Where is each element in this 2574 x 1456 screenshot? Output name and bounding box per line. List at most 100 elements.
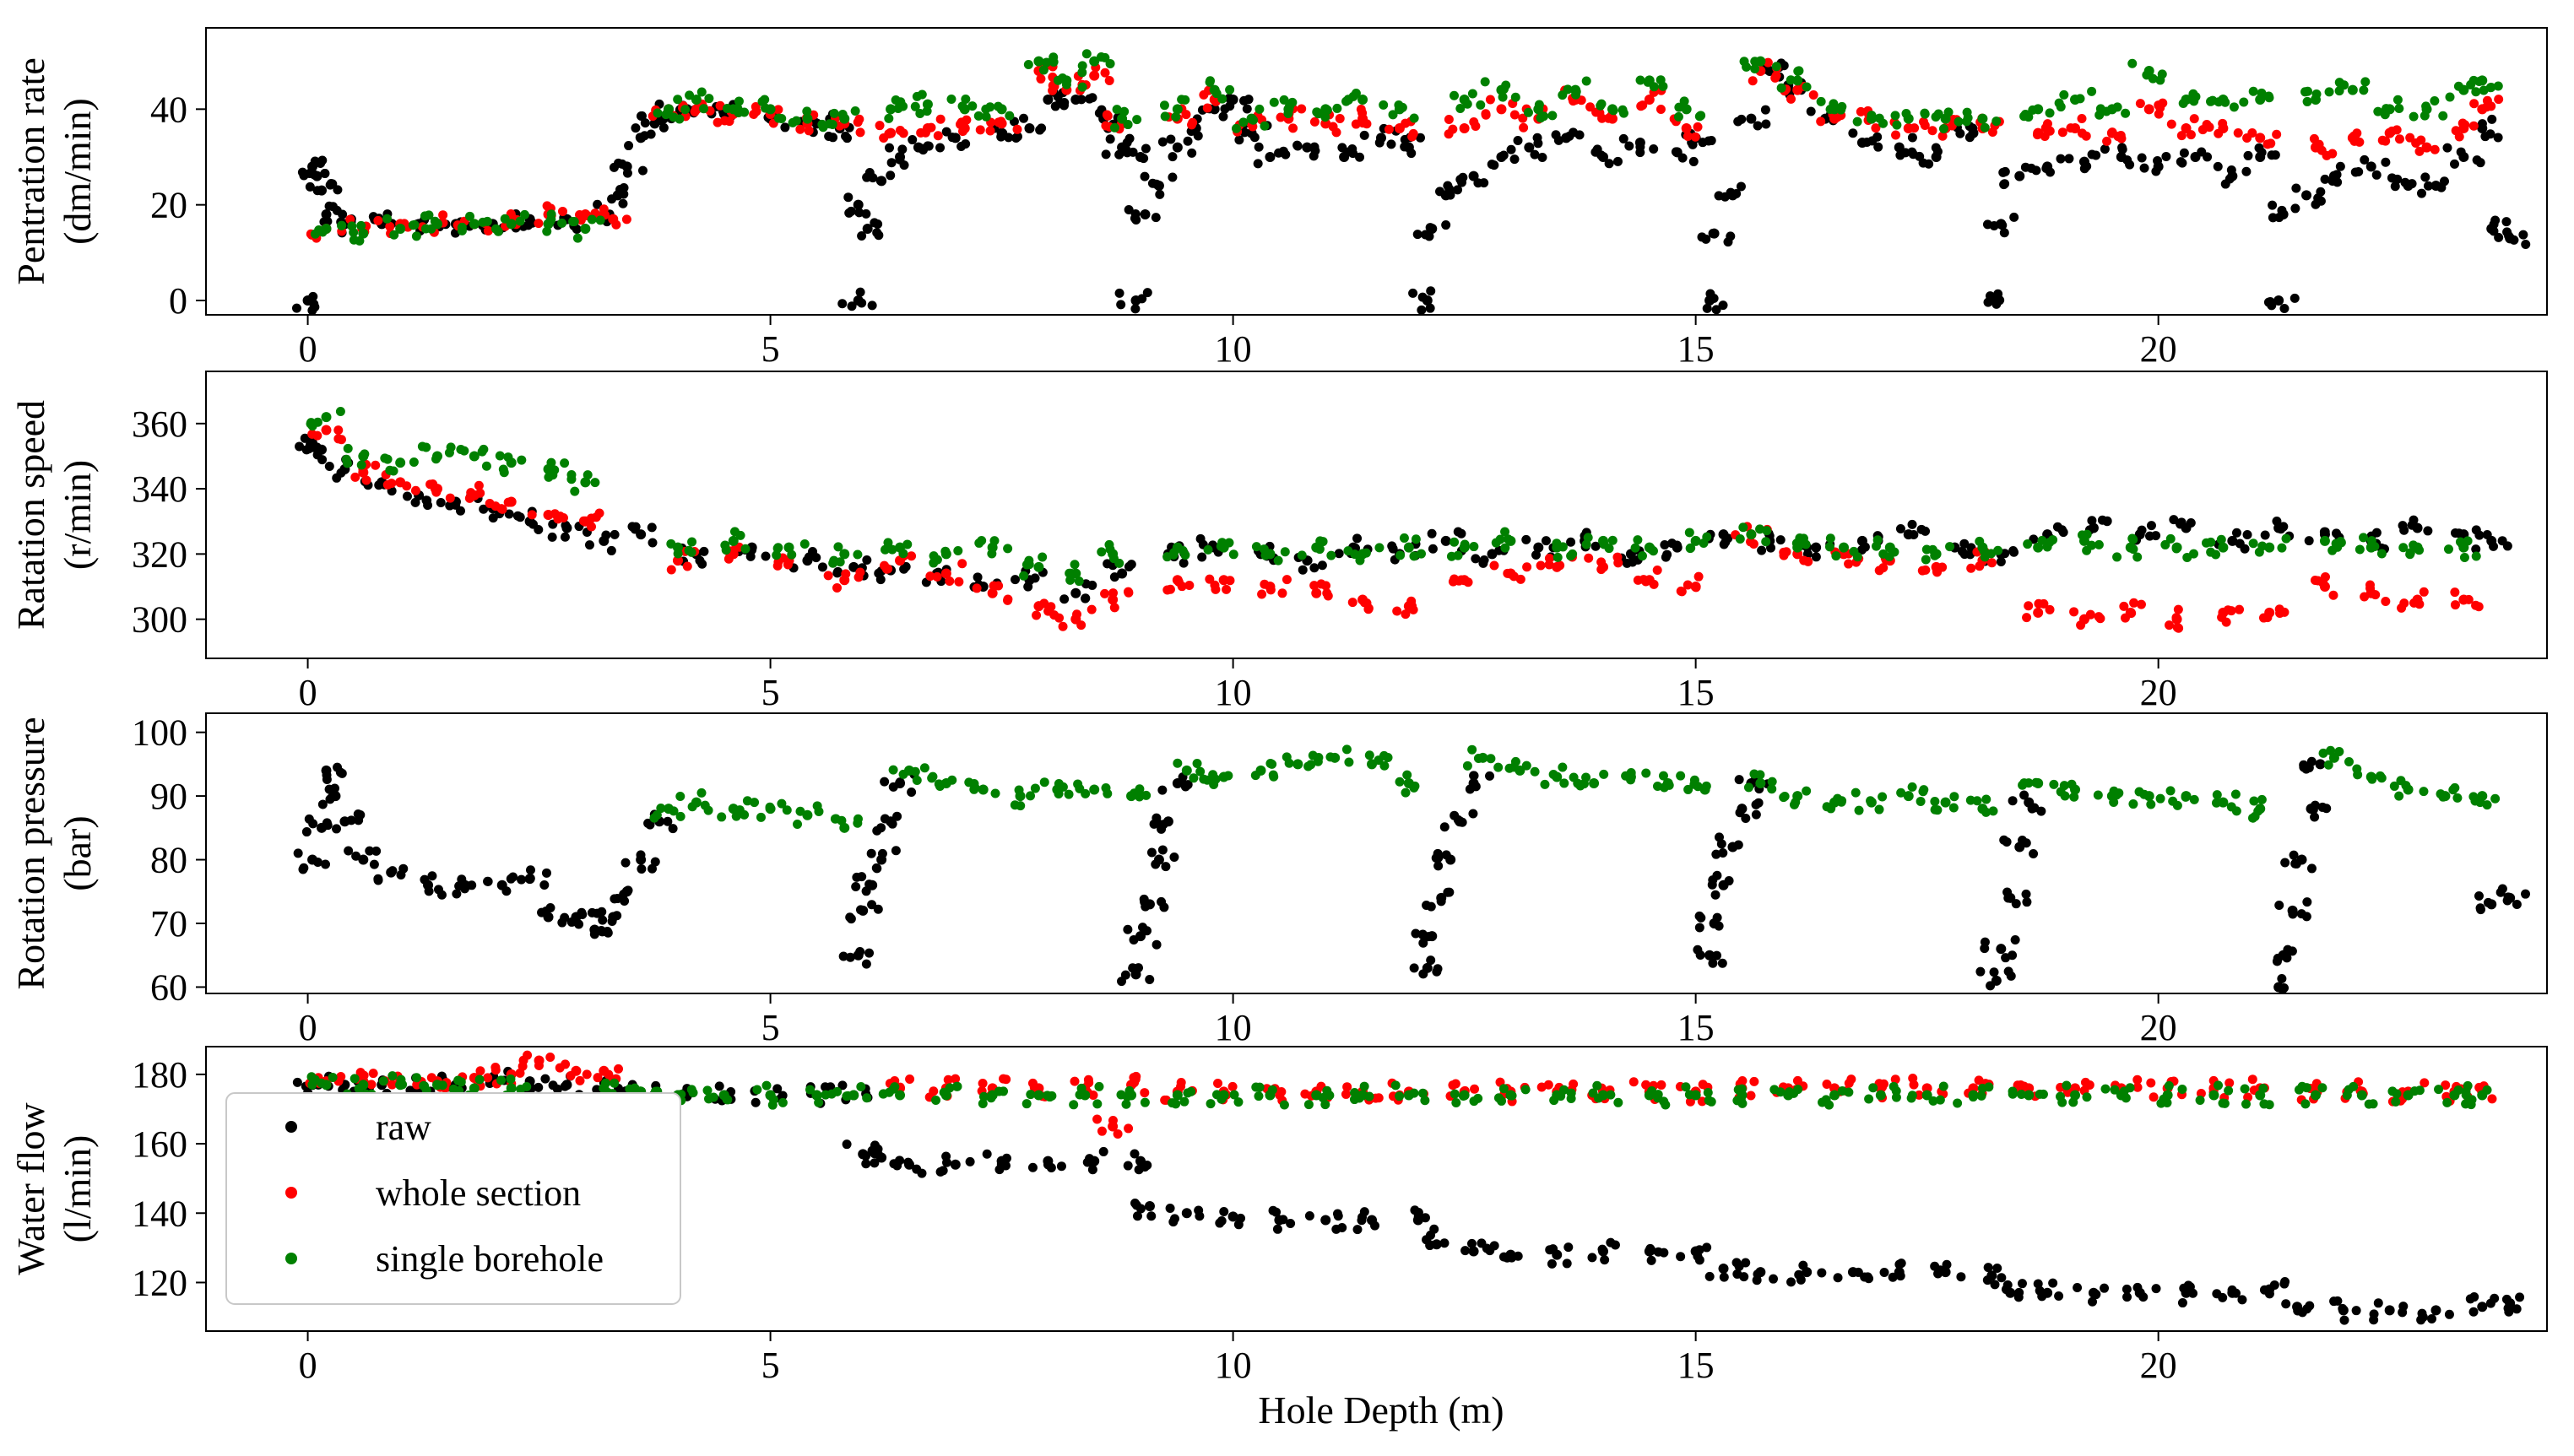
data-point [855,946,865,956]
data-point [861,208,871,219]
data-point [2085,609,2095,620]
data-point [2137,153,2147,163]
data-point [1507,1091,1517,1101]
data-point [1173,576,1184,587]
data-point [857,872,867,882]
data-point [1426,901,1436,912]
data-point [2116,133,2127,143]
data-point [680,105,691,115]
data-point [1117,568,1128,579]
data-point [1076,1083,1086,1093]
data-point [1468,809,1478,819]
data-point [1140,1162,1150,1172]
data-point [1070,560,1080,570]
data-point [773,105,783,115]
data-point [593,199,603,209]
data-point [2041,164,2051,174]
data-point [2272,129,2282,139]
data-point [1486,754,1496,764]
data-point [2164,1080,2174,1091]
data-point [346,815,356,825]
data-point [1043,95,1054,105]
data-point [2489,541,2499,551]
y-tick-label: 140 [132,1193,187,1234]
data-point [950,1159,961,1170]
data-point [1485,771,1495,781]
plot-frame [205,712,2548,994]
data-point [307,1080,317,1090]
data-point [1706,136,1716,146]
data-point [1409,551,1419,561]
data-point [1408,128,1418,138]
data-point [427,871,437,881]
data-point [1717,958,1727,968]
data-point [1286,1218,1296,1228]
data-point [1265,585,1276,595]
data-point [1510,92,1520,102]
data-point [1963,113,1973,123]
data-point [2398,1307,2408,1318]
data-point [2076,620,2086,631]
data-point [560,1081,570,1091]
data-point [1750,57,1760,67]
data-point [1986,981,1996,991]
data-point [601,530,611,540]
data-point [1238,117,1249,127]
data-point [714,1081,724,1091]
data-point [2300,1099,2311,1109]
data-point [1001,1074,1011,1085]
data-point [2018,835,2028,845]
data-point [525,874,535,884]
data-point [2448,785,2458,795]
data-point [1618,133,1628,143]
data-point [368,1069,378,1079]
data-point [923,141,933,151]
data-point [355,235,365,246]
data-point [1927,126,1937,136]
data-point [780,122,790,133]
data-point [506,1074,516,1084]
data-point [2290,293,2300,303]
data-point [1493,1093,1504,1103]
data-point [1224,538,1234,548]
legend-label-whole-section: whole section [376,1172,581,1214]
data-point [981,111,991,122]
data-point [2069,607,2079,617]
data-point [986,1093,996,1103]
data-point [2420,111,2430,121]
data-point [853,199,864,210]
data-point [1767,777,1777,787]
data-point [2336,537,2346,547]
data-point [2066,123,2076,133]
data-point [1470,1084,1480,1094]
data-point [932,571,942,582]
data-point [2352,128,2362,138]
data-point [1679,96,1689,106]
data-point [1130,788,1140,798]
data-point [2091,1290,2101,1300]
data-point [675,791,685,801]
data-point [2494,95,2504,105]
data-point [1890,111,1900,121]
data-point [2356,1090,2367,1101]
data-point [1172,104,1183,115]
data-point [1837,1086,1847,1096]
data-point [926,122,936,133]
data-point [2082,161,2092,171]
data-point [2482,1085,2492,1095]
data-point [1737,1076,1748,1086]
data-point [1100,68,1110,78]
data-point [708,1092,718,1102]
data-point [853,572,864,582]
data-point [1101,121,1111,131]
data-point [2263,297,2273,307]
data-point [731,811,741,821]
data-point [2009,547,2019,557]
data-point [1736,181,1746,192]
data-point [1975,966,1986,977]
data-point [2290,203,2300,214]
data-point [1413,1208,1423,1218]
data-point [2416,135,2426,145]
data-point [610,529,620,539]
